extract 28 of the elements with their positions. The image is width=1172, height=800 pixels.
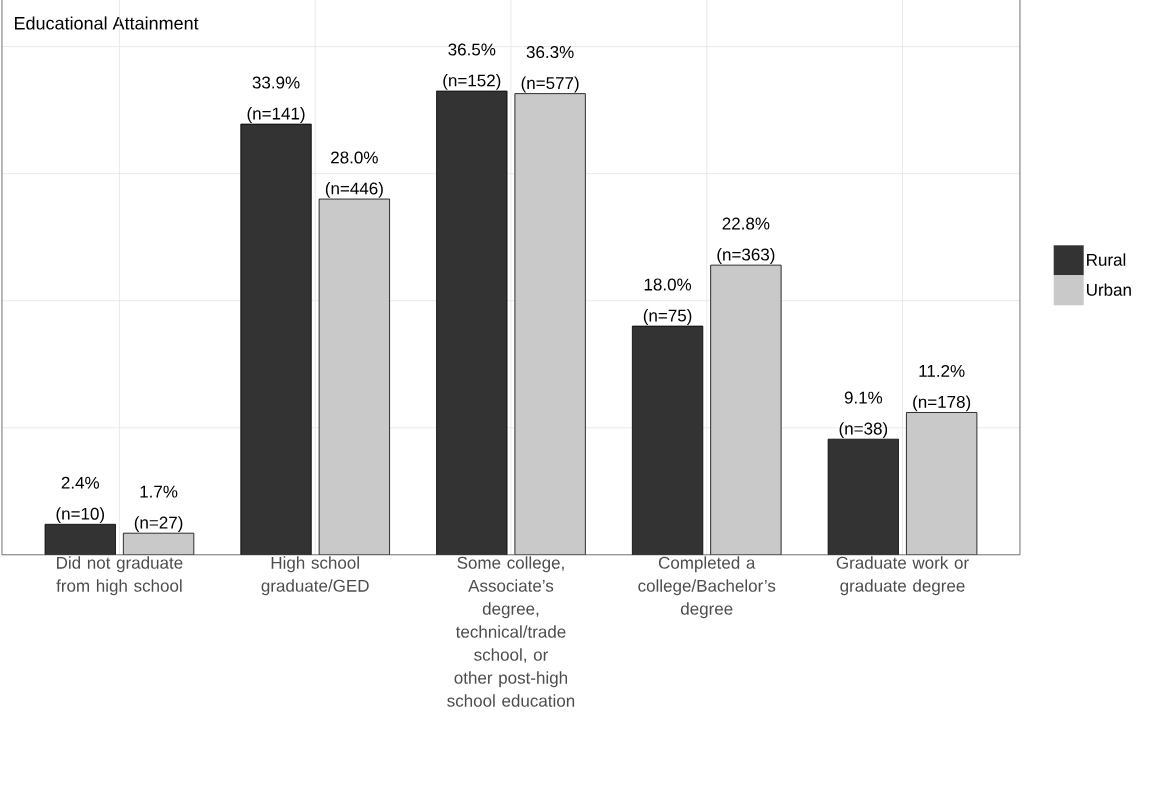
bar	[44, 523, 116, 555]
data-label: 33.9% (n=141)	[247, 76, 305, 123]
data-label: 36.5% (n=152)	[443, 43, 501, 90]
x-tick-label: Completed a college/Bachelor’s degree	[638, 556, 776, 619]
bar	[906, 412, 978, 555]
data-label: 18.0% (n=75)	[643, 278, 692, 325]
x-tick-label: Graduate work or graduate degree	[836, 556, 969, 596]
bar	[632, 326, 703, 555]
data-label: 1.7% (n=27)	[134, 485, 183, 532]
x-tick-label: Some college, Associate’s degree, technical/trade school, or other post-high school education	[447, 556, 575, 707]
data-label: 36.3% (n=577)	[521, 46, 579, 93]
bar	[240, 123, 312, 555]
bar	[122, 532, 195, 555]
bar	[514, 93, 586, 555]
bar	[710, 265, 782, 555]
bar	[436, 90, 508, 555]
data-label: 28.0% (n=446)	[325, 151, 383, 198]
bar	[827, 438, 899, 555]
bar	[318, 198, 390, 555]
data-label: 2.4% (n=10)	[56, 476, 105, 524]
data-label: 11.2% (n=178)	[913, 364, 971, 412]
legend-label: Urban	[1087, 283, 1131, 296]
legend-label: Rural	[1087, 253, 1126, 266]
data-label: 22.8% (n=363)	[717, 217, 775, 264]
text: Educational Attainment	[15, 16, 199, 30]
x-tick-label: Did not graduate from high school	[56, 556, 183, 596]
data-label: 9.1% (n=38)	[839, 391, 888, 438]
x-tick-label: High school graduate/GED	[261, 556, 369, 596]
